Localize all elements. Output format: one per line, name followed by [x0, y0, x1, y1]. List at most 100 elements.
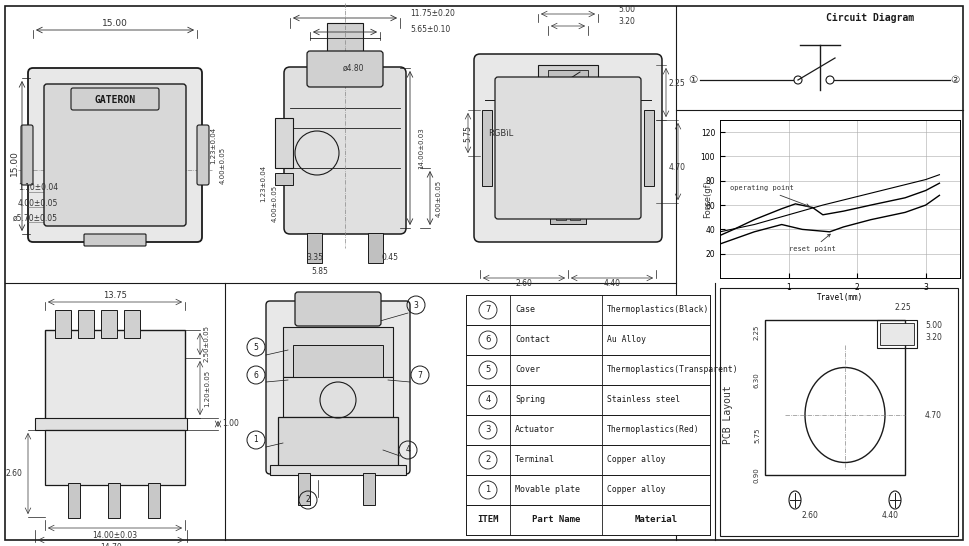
- Text: 15.00: 15.00: [10, 150, 18, 176]
- Text: 2: 2: [305, 496, 310, 505]
- Bar: [101, 310, 117, 338]
- Bar: [765, 320, 905, 475]
- Text: 7: 7: [485, 306, 490, 314]
- Text: 2.60: 2.60: [5, 468, 22, 478]
- Text: 5.75: 5.75: [463, 124, 472, 141]
- Text: ①: ①: [688, 75, 698, 85]
- FancyBboxPatch shape: [44, 84, 186, 226]
- Text: 1.00: 1.00: [222, 419, 239, 429]
- Text: Stainless steel: Stainless steel: [607, 395, 680, 405]
- Bar: [103, 142, 127, 198]
- Text: 5: 5: [254, 342, 259, 352]
- Bar: [466, 385, 710, 415]
- Bar: [880, 323, 914, 345]
- Circle shape: [794, 76, 802, 84]
- Bar: [298, 473, 310, 505]
- Bar: [466, 355, 710, 385]
- Bar: [293, 345, 383, 385]
- Bar: [570, 208, 580, 220]
- Text: 5.75: 5.75: [754, 428, 760, 443]
- Circle shape: [826, 76, 834, 84]
- Text: 4.00±0.05: 4.00±0.05: [272, 185, 278, 222]
- Text: Case: Case: [515, 306, 535, 314]
- Text: Force-Travel-Diagram: Force-Travel-Diagram: [730, 123, 848, 133]
- Bar: [275, 173, 293, 185]
- FancyBboxPatch shape: [307, 51, 383, 87]
- FancyBboxPatch shape: [474, 54, 662, 242]
- Text: GATERON: GATERON: [94, 95, 136, 105]
- Text: Movable plate: Movable plate: [515, 485, 580, 495]
- Text: Part Name: Part Name: [532, 515, 580, 525]
- Text: 15.00: 15.00: [102, 20, 128, 28]
- Text: ø4.80: ø4.80: [343, 63, 364, 73]
- FancyBboxPatch shape: [266, 301, 410, 474]
- Text: 4.00±0.05: 4.00±0.05: [436, 180, 442, 217]
- Text: 2.25: 2.25: [669, 79, 686, 87]
- FancyBboxPatch shape: [495, 77, 641, 219]
- Bar: [283, 327, 393, 377]
- Bar: [270, 465, 406, 475]
- Text: 2.50±0.05: 2.50±0.05: [204, 325, 210, 363]
- FancyBboxPatch shape: [21, 125, 33, 185]
- Text: 5.00: 5.00: [618, 5, 635, 15]
- Text: 13.75: 13.75: [103, 290, 127, 300]
- Text: Material: Material: [635, 515, 677, 525]
- Text: Cover: Cover: [515, 365, 540, 375]
- Bar: [283, 377, 393, 417]
- Bar: [466, 505, 710, 535]
- Bar: [35, 418, 187, 430]
- Text: 1: 1: [485, 485, 490, 495]
- Text: ITEM: ITEM: [478, 515, 499, 525]
- Text: 1: 1: [254, 436, 259, 444]
- Text: 5: 5: [485, 365, 490, 375]
- Bar: [877, 320, 917, 348]
- FancyBboxPatch shape: [71, 88, 159, 110]
- Text: 0.90: 0.90: [754, 467, 760, 483]
- Text: 4: 4: [485, 395, 490, 405]
- Bar: [550, 206, 586, 224]
- Bar: [466, 295, 710, 325]
- Text: Copper alloy: Copper alloy: [607, 455, 666, 465]
- Text: 0.45: 0.45: [382, 253, 398, 263]
- Text: ø5.70±0.05: ø5.70±0.05: [13, 213, 58, 223]
- Bar: [278, 417, 398, 467]
- Bar: [108, 483, 120, 518]
- Text: 4.00±0.05: 4.00±0.05: [220, 146, 226, 183]
- Bar: [275, 118, 293, 168]
- Bar: [45, 330, 185, 420]
- FancyBboxPatch shape: [84, 234, 146, 246]
- Text: 4.40: 4.40: [882, 511, 898, 519]
- Bar: [68, 483, 80, 518]
- Bar: [556, 208, 566, 220]
- Text: 5.00: 5.00: [925, 321, 942, 329]
- Text: 3.20: 3.20: [925, 334, 942, 342]
- FancyBboxPatch shape: [197, 125, 209, 185]
- Text: 3.35: 3.35: [306, 253, 324, 263]
- Text: 4.70: 4.70: [669, 163, 686, 173]
- Text: Terminal: Terminal: [515, 455, 555, 465]
- Bar: [78, 310, 94, 338]
- Bar: [466, 475, 710, 505]
- Text: 5.65±0.10: 5.65±0.10: [410, 26, 451, 34]
- Text: 2.25: 2.25: [895, 304, 912, 312]
- Text: 4.00±0.05: 4.00±0.05: [17, 199, 58, 207]
- Text: PCB Layout: PCB Layout: [723, 385, 733, 444]
- Bar: [55, 85, 67, 93]
- Circle shape: [75, 162, 91, 178]
- Text: Circuit Diagram: Circuit Diagram: [826, 13, 914, 23]
- Text: 2.25: 2.25: [754, 324, 760, 340]
- Text: 6: 6: [485, 335, 490, 345]
- Bar: [307, 233, 322, 263]
- Text: Force(gf): Force(gf): [703, 180, 712, 218]
- Bar: [538, 65, 598, 97]
- Text: 2: 2: [485, 455, 490, 465]
- Text: Actuator: Actuator: [515, 425, 555, 435]
- FancyBboxPatch shape: [295, 292, 381, 326]
- Text: 3.20: 3.20: [618, 17, 635, 27]
- Text: 14.00±0.03: 14.00±0.03: [418, 127, 424, 169]
- Bar: [482, 110, 492, 186]
- Text: 14.00±0.03: 14.00±0.03: [92, 531, 138, 539]
- Text: 1.10±0.04: 1.10±0.04: [17, 183, 58, 193]
- Bar: [363, 473, 375, 505]
- Bar: [720, 288, 958, 536]
